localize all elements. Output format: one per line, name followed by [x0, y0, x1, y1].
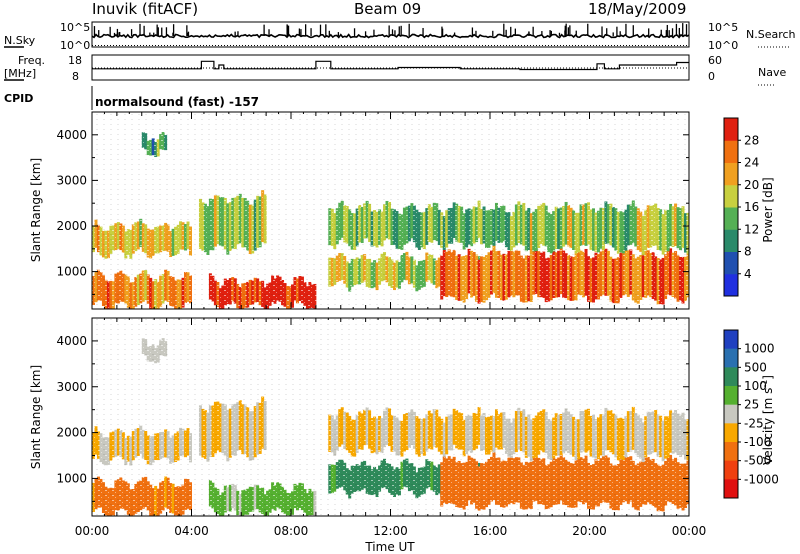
velocity-colorbar-tick-label: -25 — [744, 416, 764, 430]
velocity-colorbar-tick-label: -500 — [744, 454, 771, 468]
time-axis-labels: 00:00 04:00 08:00 12:00 16:00 20:00 00:00 — [75, 524, 707, 538]
velocity-colorbar-swatch — [724, 479, 738, 499]
cpid-text: normalsound (fast) -157 — [95, 95, 259, 109]
power-echo-map — [92, 112, 690, 309]
noise-sky-trace — [91, 23, 690, 39]
frequency-trace — [92, 60, 689, 71]
velocity-colorbar-swatch — [724, 442, 738, 462]
power-colorbar-swatch — [724, 229, 738, 252]
noise-search-label: N.Search — [746, 28, 796, 41]
power-colorbar-label: Power [dB] — [761, 177, 775, 242]
power-colorbar-tick-label: 28 — [744, 133, 759, 147]
freq-panel: Freq. [MHz] 18 8 60 0 Nave — [4, 54, 786, 86]
freq-tick-18: 18 — [68, 54, 82, 67]
freq-tick-8: 8 — [72, 70, 79, 83]
velocity-colorbar-swatch — [724, 330, 738, 350]
power-colorbar-tick-label: 4 — [744, 267, 752, 281]
velocity-colorbar-swatch — [724, 460, 738, 480]
noise-panel: N.Sky 10^5 10^0 10^5 10^0 N.Search — [4, 21, 796, 52]
power-colorbar-swatch — [724, 162, 738, 186]
nave-tick-0: 0 — [708, 70, 715, 83]
velocity-colorbar-tick-label: -1000 — [744, 472, 779, 486]
noise-tick-top-left: 10^5 — [60, 21, 90, 34]
noise-tick-bottom-right: 10^0 — [708, 39, 738, 52]
date-title: 18/May/2009 — [588, 0, 686, 18]
velocity-colorbar-swatch — [724, 423, 738, 443]
power-colorbar-swatch — [724, 118, 738, 141]
time-tick-label: 20:00 — [572, 524, 607, 538]
nave-tick-60: 60 — [708, 54, 722, 67]
cpid-label: CPID — [4, 92, 33, 105]
velocity-colorbar-swatch — [724, 348, 738, 368]
power-colorbar-swatch — [724, 207, 738, 230]
beam-title: Beam 09 — [354, 0, 421, 18]
velocity-colorbar-tick-label: 25 — [744, 398, 759, 412]
power-ylabel: Slant Range [km] — [29, 158, 43, 262]
freq-units-label: [MHz] — [4, 67, 36, 80]
power-colorbar-swatch — [724, 184, 738, 208]
time-tick-label: 16:00 — [473, 524, 508, 538]
y-tick-label: 4000 — [56, 128, 87, 142]
velocity-colorbar-frame — [723, 329, 739, 499]
velocity-colorbar-swatch — [724, 386, 738, 406]
power-x-ticks — [91, 112, 690, 309]
power-colorbar-swatch — [724, 273, 738, 297]
power-colorbar-tick-label: 24 — [744, 156, 759, 170]
y-tick-label: 3000 — [56, 380, 87, 394]
y-tick-label: 1000 — [56, 471, 87, 485]
velocity-colorbar: 1000 500 100 25 -25 -100 -500 -1000 Velocity [m… — [723, 329, 779, 499]
velocity-echo-map — [92, 318, 690, 516]
nave-label: Nave — [758, 66, 786, 79]
noise-tick-top-right: 10^5 — [708, 21, 738, 34]
y-tick-label: 4000 — [56, 334, 87, 348]
y-tick-label: 2000 — [56, 219, 87, 233]
y-tick-label: 2000 — [56, 426, 87, 440]
velocity-ylabel: Slant Range [km] — [29, 365, 43, 469]
power-y-ticks: 1000 2000 3000 4000 — [56, 111, 689, 295]
time-tick-label: 08:00 — [274, 524, 309, 538]
velocity-colorbar-swatch — [724, 404, 738, 424]
time-tick-label: 04:00 — [174, 524, 209, 538]
time-tick-label: 00:00 — [75, 524, 110, 538]
power-colorbar-tick-label: 8 — [744, 245, 752, 259]
y-tick-label: 3000 — [56, 173, 87, 187]
velocity-colorbar-tick-label: 100 — [744, 379, 767, 393]
power-colorbar-tick-label: 16 — [744, 200, 759, 214]
power-colorbar-swatch — [724, 251, 738, 275]
velocity-colorbar-label: Velocity [m s-1] — [760, 375, 775, 465]
noise-sky-line — [91, 33, 690, 39]
freq-label: Freq. — [18, 54, 45, 67]
velocity-colorbar-swatch — [724, 367, 738, 387]
noise-sky-label: N.Sky — [4, 34, 36, 47]
noise-tick-bottom-left: 10^0 — [60, 39, 90, 52]
power-colorbar-tick-label: 20 — [744, 178, 759, 192]
y-tick-label: 1000 — [56, 265, 87, 279]
time-tick-label: 12:00 — [373, 524, 408, 538]
velocity-y-ticks: 1000 2000 3000 4000 — [56, 317, 689, 502]
station-title: Inuvik (fitACF) — [92, 0, 198, 18]
velocity-colorbar-tick-label: 1000 — [744, 342, 775, 356]
velocity-colorbar-tick-label: 500 — [744, 360, 767, 374]
power-colorbar: 4 8 12 16 20 24 28 Power [dB] — [723, 117, 775, 297]
power-panel: 1000 2000 3000 4000 Slant Range [km] — [29, 111, 690, 310]
velocity-speckle — [92, 318, 689, 516]
time-tick-label: 00:00 — [672, 524, 707, 538]
velocity-colorbar-tick-label: -100 — [744, 435, 771, 449]
power-speckle — [92, 112, 689, 309]
power-colorbar-swatch — [724, 140, 738, 163]
velocity-panel: 1000 2000 3000 4000 Slant Range [km] — [29, 317, 690, 517]
xlabel: Time UT — [364, 540, 415, 554]
velocity-x-ticks — [91, 318, 690, 516]
power-colorbar-tick-label: 12 — [744, 222, 759, 236]
